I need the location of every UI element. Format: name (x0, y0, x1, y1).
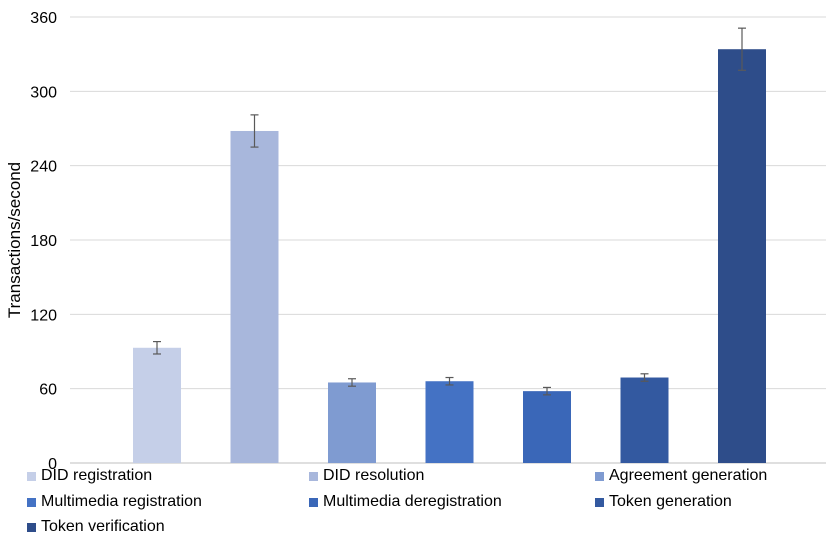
legend-item: Token verification (27, 518, 165, 536)
legend-label: Token generation (609, 493, 732, 510)
legend-label: DID resolution (323, 467, 425, 484)
legend-label: DID registration (41, 467, 153, 484)
legend-swatch (309, 471, 318, 481)
error-bar (153, 340, 161, 355)
error-bar (738, 27, 746, 71)
error-bar (348, 378, 356, 387)
y-tick-label: 0 (48, 456, 57, 470)
legend-item: Multimedia registration (27, 493, 202, 511)
y-tick-label: 120 (30, 307, 57, 324)
error-bar (543, 386, 551, 396)
legend-swatch (309, 497, 318, 507)
error-bar (640, 373, 649, 382)
error-bars (153, 27, 746, 396)
bar-chart: 0 60 120 180 240 300 360 Transactions/second (5, 10, 826, 470)
y-tick-label: 360 (30, 10, 57, 27)
legend-item: DID registration (27, 467, 152, 485)
y-axis-label: Transactions/second (5, 162, 24, 318)
legend-label: Multimedia deregistration (323, 493, 502, 510)
y-tick-label: 60 (39, 382, 57, 399)
bar-agreement-generation (328, 382, 376, 463)
bar-did-resolution (230, 130, 279, 463)
legend-item: Token generation (595, 493, 732, 511)
legend-label: Token verification (41, 518, 165, 535)
bar-did-registration (133, 347, 181, 463)
bar-token-verification (718, 49, 766, 463)
error-bar (250, 114, 259, 148)
legend-swatch (595, 497, 604, 507)
legend-item: Multimedia deregistration (309, 493, 502, 511)
legend-label: Agreement generation (609, 467, 768, 484)
legend-item: DID resolution (309, 467, 424, 485)
y-tick-label: 300 (30, 84, 57, 101)
bar-multimedia-deregistration (523, 391, 571, 463)
bars (133, 49, 766, 463)
bar-multimedia-registration (425, 381, 474, 463)
legend-item: Agreement generation (595, 467, 767, 485)
legend-label: Multimedia registration (41, 493, 202, 510)
error-bar (445, 376, 454, 386)
y-tick-label: 180 (30, 233, 57, 250)
y-axis-ticks: 0 60 120 180 240 300 360 (30, 10, 57, 470)
legend-swatch (27, 471, 36, 481)
y-tick-label: 240 (30, 159, 57, 176)
gridlines (70, 16, 826, 464)
legend: DID registration DID resolution Agreement … (0, 467, 831, 546)
legend-swatch (27, 497, 36, 507)
legend-swatch (27, 522, 36, 532)
legend-swatch (595, 471, 604, 481)
bar-token-generation (620, 377, 669, 463)
